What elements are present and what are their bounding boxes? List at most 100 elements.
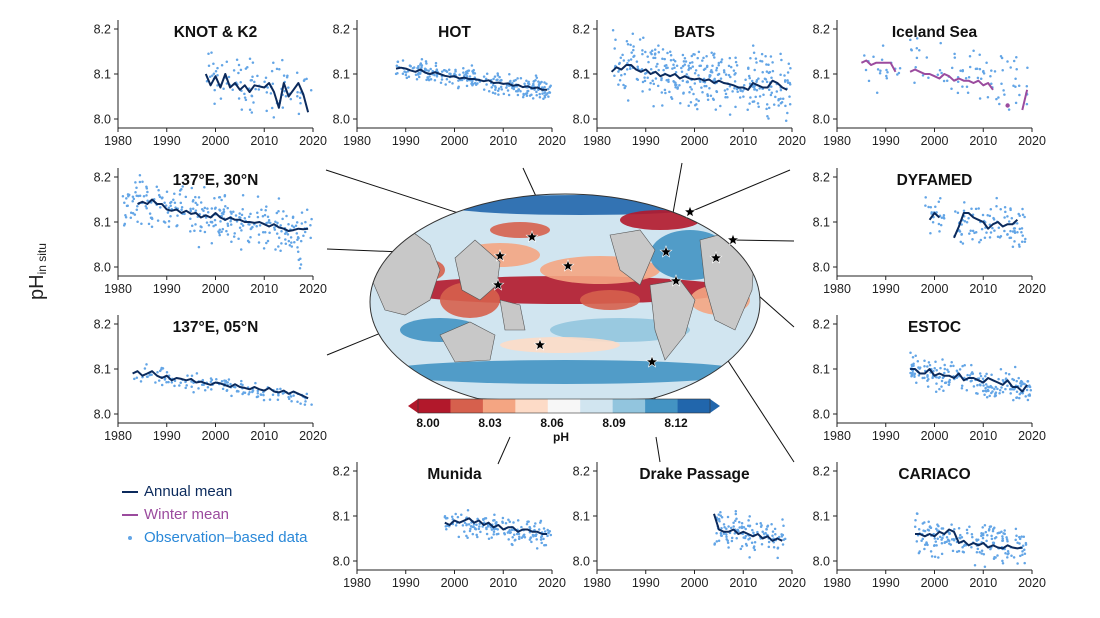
station-star-marker (709, 251, 723, 264)
obs-point (656, 84, 660, 88)
obs-point (988, 214, 992, 218)
obs-point (729, 75, 732, 79)
obs-point (730, 539, 734, 543)
obs-point (1006, 384, 1009, 387)
obs-point (264, 209, 267, 212)
obs-point (482, 88, 486, 91)
obs-point (714, 108, 718, 111)
obs-point (170, 381, 174, 384)
obs-point (1010, 554, 1013, 558)
obs-point (959, 240, 963, 244)
y-tick-label: 8.2 (813, 23, 830, 37)
obs-point (232, 210, 235, 213)
obs-point (876, 68, 880, 71)
obs-point (643, 79, 647, 83)
obs-point (988, 527, 991, 531)
obs-point (207, 52, 210, 56)
obs-point (158, 195, 162, 199)
obs-point (917, 374, 921, 377)
obs-point (950, 523, 953, 526)
obs-point (221, 387, 225, 391)
obs-point (771, 61, 774, 64)
obs-point (1014, 77, 1017, 81)
obs-point (958, 536, 961, 539)
obs-point (770, 91, 774, 94)
obs-point (951, 549, 955, 553)
y-tick-label: 8.2 (333, 23, 350, 37)
obs-point (209, 380, 213, 384)
obs-point (148, 212, 152, 215)
obs-point (165, 190, 169, 194)
obs-point (305, 208, 309, 212)
obs-point (180, 208, 183, 211)
obs-point (420, 65, 423, 69)
continent (439, 321, 496, 363)
continent (609, 229, 656, 286)
obs-point (265, 205, 268, 208)
obs-point (934, 205, 937, 208)
obs-point (668, 90, 671, 94)
obs-point (226, 233, 230, 236)
obs-point (735, 536, 738, 540)
obs-point (682, 92, 685, 95)
obs-point (240, 108, 244, 111)
obs-point (724, 73, 728, 76)
obs-point (542, 97, 545, 101)
obs-point (270, 106, 274, 110)
series-line-annual-mean (137, 198, 309, 232)
obs-point (675, 64, 679, 68)
y-axis-label-main: pH (26, 274, 48, 300)
obs-point (788, 95, 791, 98)
obs-point (546, 87, 550, 91)
obs-point (717, 61, 721, 65)
obs-point (191, 207, 195, 210)
obs-point (299, 402, 302, 405)
obs-point (501, 521, 504, 524)
obs-point (401, 72, 405, 75)
obs-point (723, 525, 726, 529)
obs-point (1003, 93, 1006, 96)
obs-point (996, 387, 999, 391)
obs-point (909, 48, 913, 51)
obs-point (980, 534, 983, 538)
obs-point (534, 534, 537, 537)
obs-point (165, 371, 169, 374)
obs-point (715, 540, 719, 543)
obs-point (654, 77, 658, 80)
obs-point (1001, 390, 1005, 394)
obs-point (1023, 561, 1026, 565)
obs-point (748, 556, 751, 559)
series-line-annual-mean (915, 528, 1023, 550)
obs-point (280, 230, 283, 233)
obs-point (248, 57, 252, 61)
obs-point (1017, 212, 1020, 216)
obs-point (708, 73, 711, 77)
y-tick-label: 8.0 (573, 555, 590, 569)
obs-point (710, 51, 713, 54)
obs-point (765, 103, 769, 106)
obs-point (143, 367, 147, 370)
obs-point (772, 546, 776, 549)
obs-point (537, 80, 540, 83)
obs-point (653, 48, 657, 51)
obs-point (523, 536, 527, 539)
x-tick-label: 2010 (489, 576, 517, 590)
y-tick-label: 8.2 (813, 465, 830, 479)
obs-point (928, 363, 932, 367)
obs-point (686, 80, 689, 83)
obs-point (769, 55, 773, 58)
obs-point (218, 195, 222, 199)
obs-point (546, 534, 549, 538)
obs-point (226, 206, 229, 210)
obs-point (618, 79, 622, 82)
panel-title: 137°E, 05°N (173, 319, 259, 336)
obs-point (657, 44, 660, 47)
obs-point (983, 523, 987, 527)
obs-point (508, 72, 511, 76)
obs-point (923, 547, 926, 551)
obs-point (947, 539, 951, 543)
obs-point (968, 374, 972, 377)
obs-point (989, 385, 992, 389)
obs-point (285, 214, 288, 218)
